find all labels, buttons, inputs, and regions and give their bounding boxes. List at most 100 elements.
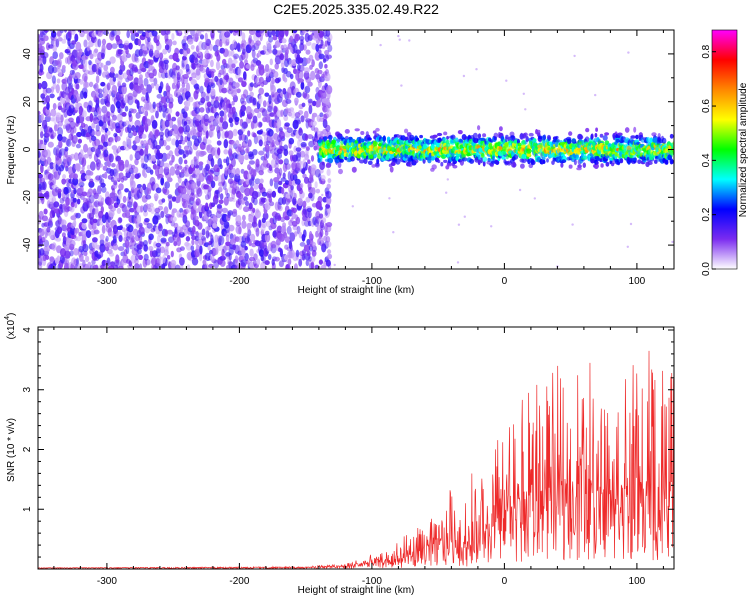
heatmap-cell — [240, 240, 247, 248]
heatmap-cell — [225, 241, 231, 247]
heatmap-cell — [400, 135, 406, 141]
heatmap-cell — [163, 102, 168, 109]
heatmap-cell — [148, 72, 155, 79]
heatmap-cell — [141, 31, 147, 37]
heatmap-cell — [182, 111, 188, 119]
heatmap-cell — [282, 222, 287, 228]
heatmap-cell — [205, 144, 211, 151]
heatmap-cell — [623, 146, 627, 151]
heatmap-cell — [88, 212, 95, 220]
heatmap-cell — [168, 118, 174, 129]
heatmap-cell — [219, 193, 224, 200]
heatmap-cell — [319, 229, 324, 238]
heatmap-cell — [325, 30, 331, 37]
heatmap-cell — [49, 162, 55, 170]
heatmap-cell — [49, 93, 55, 99]
heatmap-cell — [64, 48, 71, 54]
heatmap-cell — [452, 164, 458, 169]
heatmap-cell — [251, 190, 259, 200]
heatmap-cell — [128, 163, 133, 171]
heatmap-cell — [134, 57, 140, 63]
heatmap-cell — [72, 125, 77, 134]
heatmap-cell — [155, 167, 159, 177]
heatmap-cell — [192, 201, 197, 210]
heatmap-cell — [495, 160, 500, 166]
heatmap-cell — [194, 215, 199, 221]
heatmap-cell — [124, 239, 130, 249]
heatmap-cell — [477, 155, 481, 160]
heatmap-cell — [371, 164, 376, 168]
heatmap-cell — [301, 57, 308, 67]
heatmap-cell — [118, 217, 123, 223]
heatmap-cell — [55, 38, 60, 48]
snr-y-axis-label: SNR (10 * v/v) — [6, 418, 17, 482]
heatmap-cell — [177, 116, 184, 126]
heatmap-cell — [48, 216, 53, 226]
heatmap-cell — [249, 91, 254, 98]
heatmap-cell — [307, 159, 311, 164]
heatmap-cell — [397, 34, 400, 38]
heatmap-cell — [197, 222, 203, 230]
heatmap-cell — [126, 53, 131, 59]
heatmap-cell — [230, 157, 236, 168]
heatmap-cell — [314, 264, 320, 269]
heatmap-cell — [363, 158, 368, 165]
heatmap-cell — [239, 61, 245, 69]
heatmap-cell — [41, 215, 49, 222]
heatmap-cell — [109, 56, 116, 64]
heatmap-cell — [283, 77, 288, 83]
heatmap-cell — [73, 173, 78, 180]
heatmap-cell — [568, 131, 573, 136]
heatmap-cell — [262, 241, 267, 248]
heatmap-cell — [94, 82, 99, 92]
heatmap-cell — [86, 164, 91, 170]
heatmap-cell — [38, 70, 45, 76]
heatmap-cell — [258, 121, 263, 128]
figure-title: C2E5.2025.335.02.49.R22 — [273, 1, 439, 17]
heatmap-cell — [219, 259, 226, 267]
heatmap-cell — [108, 137, 114, 143]
heatmap-cell — [248, 39, 255, 49]
heatmap-cell — [262, 212, 269, 221]
heatmap-cell — [546, 158, 549, 163]
heatmap-cell — [170, 259, 177, 267]
heatmap-cell — [160, 210, 165, 218]
spectrogram-y-tick-label: 40 — [22, 48, 33, 60]
heatmap-cell — [151, 30, 158, 37]
heatmap-cell — [116, 113, 123, 123]
heatmap-cell — [327, 178, 332, 184]
heatmap-cell — [168, 97, 174, 104]
heatmap-cell — [178, 69, 183, 76]
heatmap-cell — [286, 225, 292, 235]
colorbar: 0.00.20.40.60.8 Normalized spectral ampl… — [701, 29, 749, 276]
heatmap-cell — [232, 208, 238, 214]
heatmap-cell — [669, 133, 674, 139]
heatmap-cell — [201, 228, 206, 236]
heatmap-cell — [541, 156, 546, 161]
heatmap-cell — [240, 258, 247, 267]
heatmap-cell — [105, 102, 111, 108]
heatmap-cell — [61, 178, 67, 185]
heatmap-cell — [538, 135, 543, 140]
heatmap-cell — [222, 48, 229, 58]
heatmap-cell — [82, 24, 88, 30]
heatmap-cell — [232, 128, 238, 137]
heatmap-cell — [239, 185, 246, 194]
heatmap-cell — [296, 225, 301, 235]
snr-y-tick-label: 4 — [22, 327, 33, 333]
heatmap-cell — [283, 158, 289, 166]
heatmap-cell — [164, 107, 169, 114]
heatmap-cell — [299, 35, 305, 42]
heatmap-cell — [133, 77, 140, 85]
heatmap-cell — [244, 200, 249, 207]
snr-x-tick-label: -100 — [362, 576, 382, 587]
heatmap-cell — [196, 187, 203, 197]
heatmap-cell — [254, 178, 261, 185]
heatmap-cell — [166, 30, 171, 34]
heatmap-cell — [585, 127, 590, 133]
heatmap-cell — [111, 30, 118, 36]
heatmap-cell — [111, 163, 116, 168]
heatmap-cell — [234, 82, 240, 88]
heatmap-cell — [295, 216, 301, 225]
heatmap-cell — [42, 52, 49, 59]
